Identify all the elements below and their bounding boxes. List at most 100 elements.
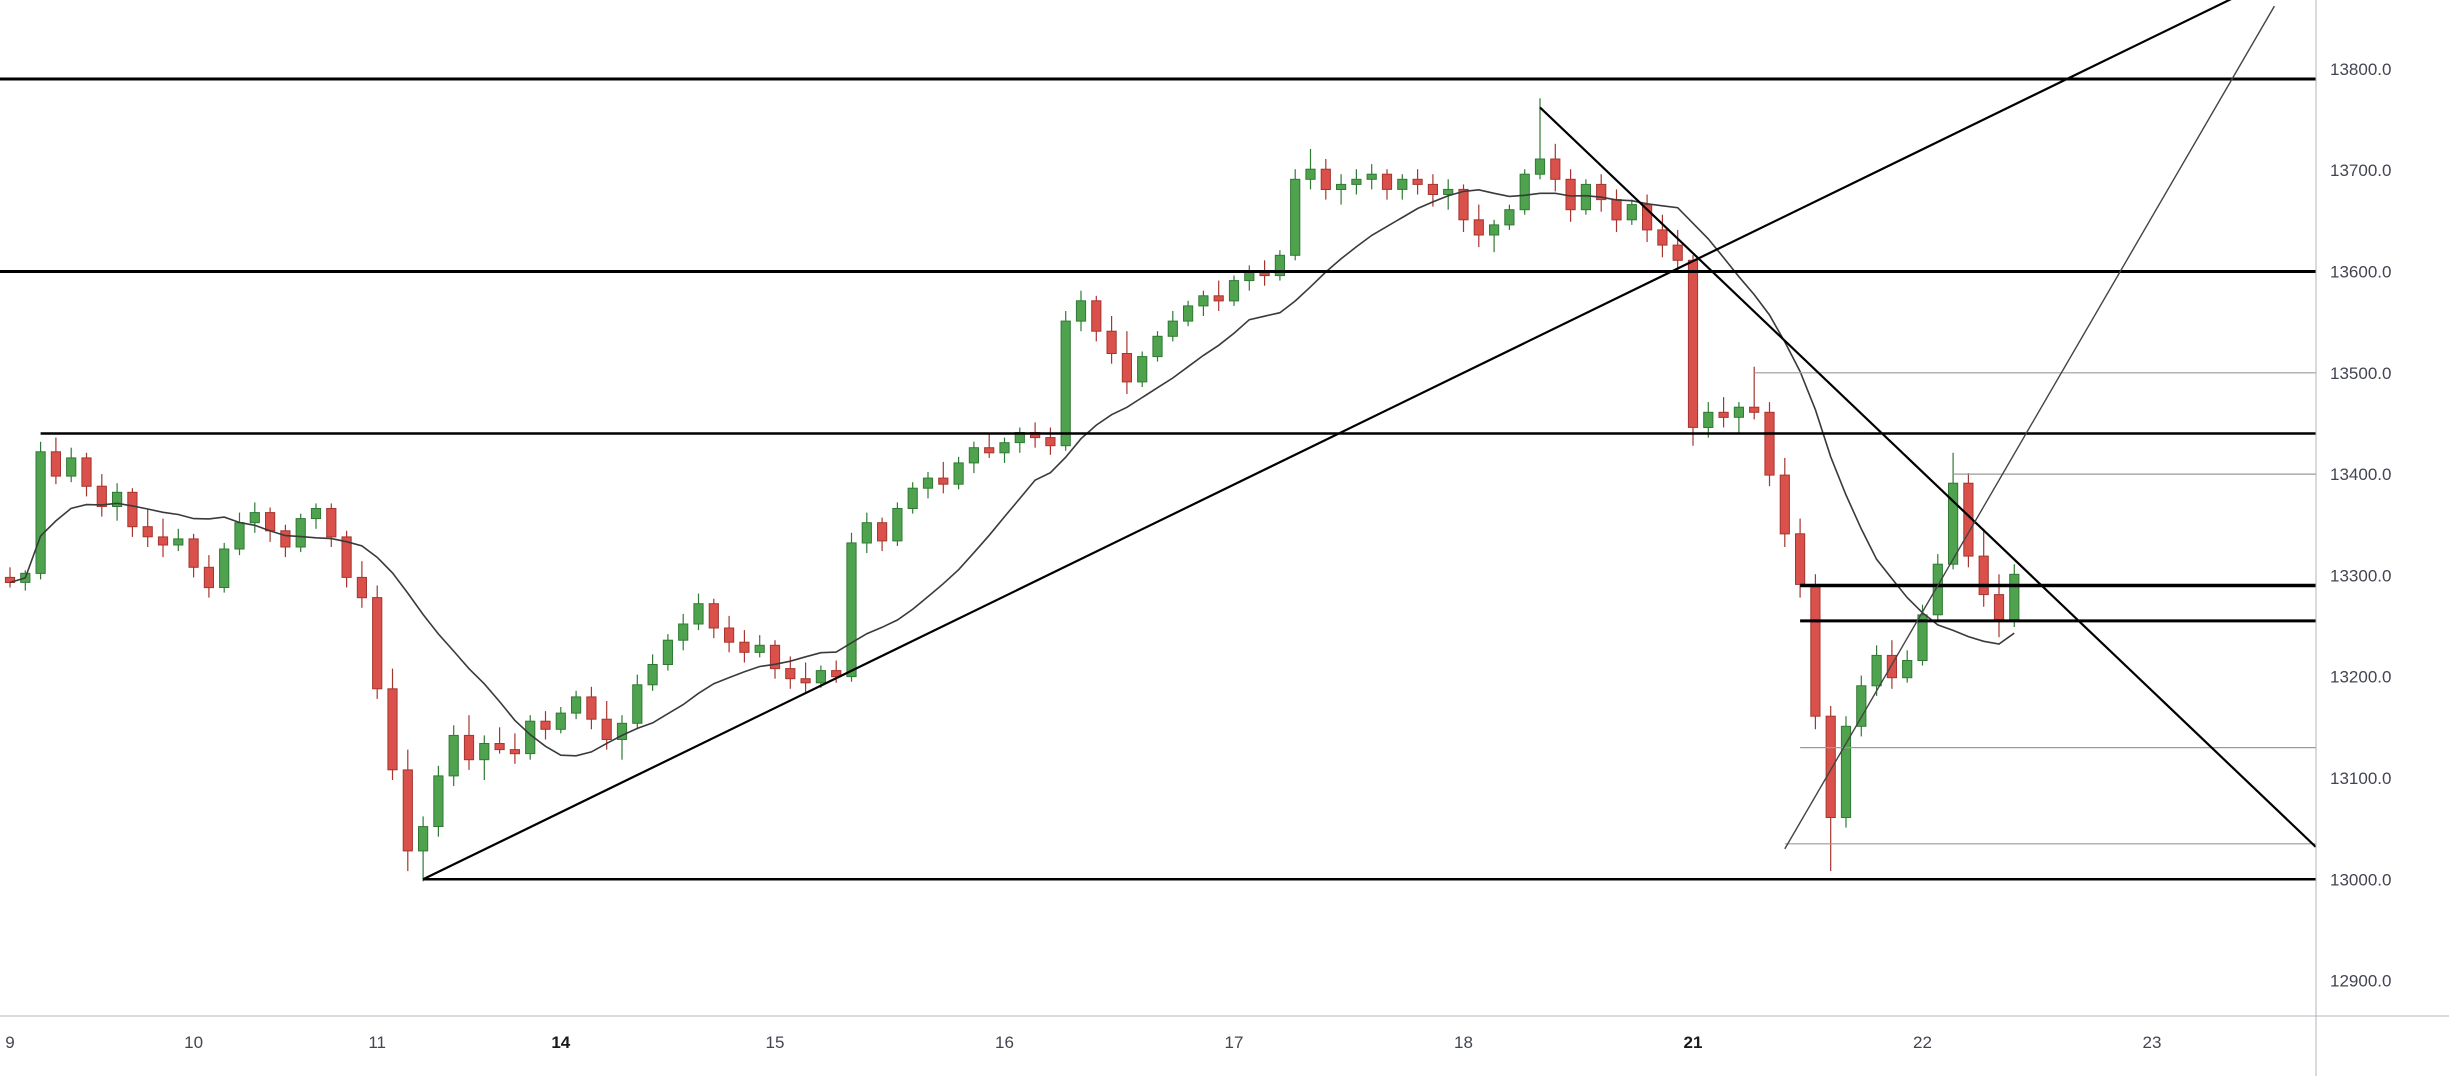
candle-body	[1137, 356, 1148, 383]
price-tick-label: 13500.0	[2330, 364, 2391, 383]
candle-body	[372, 597, 383, 690]
candle-body	[1840, 725, 1852, 818]
candle-body	[555, 712, 566, 730]
candle-body	[662, 639, 673, 666]
time-tick-label: 14	[551, 1033, 570, 1052]
candle-body	[96, 485, 107, 508]
candle-body	[1917, 614, 1928, 662]
price-axis-labels[interactable]: 13800.0 13700.0 13600.0 13500.0 13400.0 13300…	[2330, 60, 2391, 991]
candle-body	[1121, 353, 1133, 383]
candle-body	[647, 664, 658, 686]
candle-body	[892, 508, 903, 542]
candle-body	[1458, 188, 1469, 221]
time-tick-label: 16	[995, 1033, 1014, 1052]
candle-body	[66, 457, 77, 477]
candle-body	[616, 722, 628, 740]
time-tick-label: 17	[1225, 1033, 1244, 1052]
candle-body	[50, 451, 61, 477]
candle-body	[1703, 411, 1714, 428]
time-tick-label: 22	[1913, 1033, 1932, 1052]
candle-body	[540, 720, 551, 730]
candle-body	[1320, 168, 1331, 190]
candle-body	[1948, 482, 1959, 565]
candle-body	[494, 743, 505, 751]
candle-body	[249, 512, 260, 524]
candle-body	[356, 576, 367, 599]
candle-body	[1443, 188, 1454, 195]
candle-body	[739, 641, 750, 653]
candle-body	[1565, 178, 1576, 211]
price-tick-label: 13400.0	[2330, 465, 2391, 484]
candle-body	[1993, 594, 2005, 621]
candle-body	[831, 670, 842, 678]
trend-line[interactable]	[1539, 106, 2316, 848]
candle-body	[1167, 320, 1178, 337]
candle-body	[1075, 300, 1087, 322]
price-tick-label: 12900.0	[2330, 972, 2391, 991]
candle-body	[219, 548, 230, 588]
candle-body	[800, 678, 811, 684]
candle-body	[769, 644, 781, 670]
candle-body	[1626, 204, 1637, 221]
time-tick-label: 21	[1684, 1033, 1703, 1052]
candle-body	[632, 684, 643, 724]
candle-body	[815, 670, 826, 684]
candle-body	[203, 566, 215, 589]
price-tick-label: 13000.0	[2330, 870, 2391, 889]
candle-body	[1489, 224, 1500, 236]
candle-body	[142, 526, 153, 538]
candle-body	[1504, 209, 1515, 226]
candle-body	[1795, 533, 1806, 585]
candle-body	[509, 749, 520, 755]
candle-body	[1687, 259, 1699, 428]
candle-body	[418, 826, 429, 852]
candle-body	[402, 769, 413, 852]
time-tick-label: 10	[184, 1033, 203, 1052]
candle-body	[708, 603, 719, 629]
candle-body	[693, 603, 704, 625]
time-tick-label: 23	[2143, 1033, 2162, 1052]
candle-body	[1550, 158, 1561, 180]
candle-body	[922, 477, 934, 489]
candle-body	[1228, 280, 1240, 302]
candle-body	[234, 522, 245, 550]
candle-body	[907, 487, 918, 510]
candle-body	[310, 508, 322, 520]
candle-body	[938, 477, 949, 485]
candle-body	[861, 522, 872, 544]
candle-body	[1045, 437, 1056, 447]
candle-body	[877, 522, 888, 542]
candle-body	[846, 542, 857, 678]
candle-body	[479, 743, 490, 761]
time-axis-labels[interactable]: 9 10 11 14 15 16 17 18 21 22 23	[5, 1033, 2161, 1052]
candle-body	[1764, 411, 1775, 476]
price-tick-label: 13700.0	[2330, 161, 2391, 180]
candle-body	[1412, 178, 1423, 185]
candle-body	[1886, 654, 1898, 679]
price-tick-label: 13300.0	[2330, 566, 2391, 585]
trend-line[interactable]	[1784, 5, 2276, 850]
candle-body	[1397, 178, 1408, 190]
candle-body	[2009, 573, 2020, 621]
candle-body	[157, 536, 169, 546]
candle-body	[1611, 199, 1622, 221]
candle-body	[1290, 178, 1301, 256]
trend-lines	[422, 0, 2316, 881]
candle-body	[601, 718, 612, 741]
candle-body	[1825, 715, 1836, 819]
candle-body	[1305, 168, 1316, 180]
candle-body	[1902, 660, 1913, 679]
candle-body	[1596, 183, 1607, 201]
candle-body	[1366, 173, 1377, 180]
candle-body	[1091, 300, 1102, 332]
candle-body	[1336, 183, 1347, 190]
candle-body	[1534, 158, 1546, 175]
time-tick-label: 15	[766, 1033, 785, 1052]
price-tick-label: 13100.0	[2330, 769, 2391, 788]
price-tick-label: 13800.0	[2330, 60, 2391, 79]
candle-body	[1060, 320, 1071, 447]
trend-line[interactable]	[422, 0, 2244, 881]
